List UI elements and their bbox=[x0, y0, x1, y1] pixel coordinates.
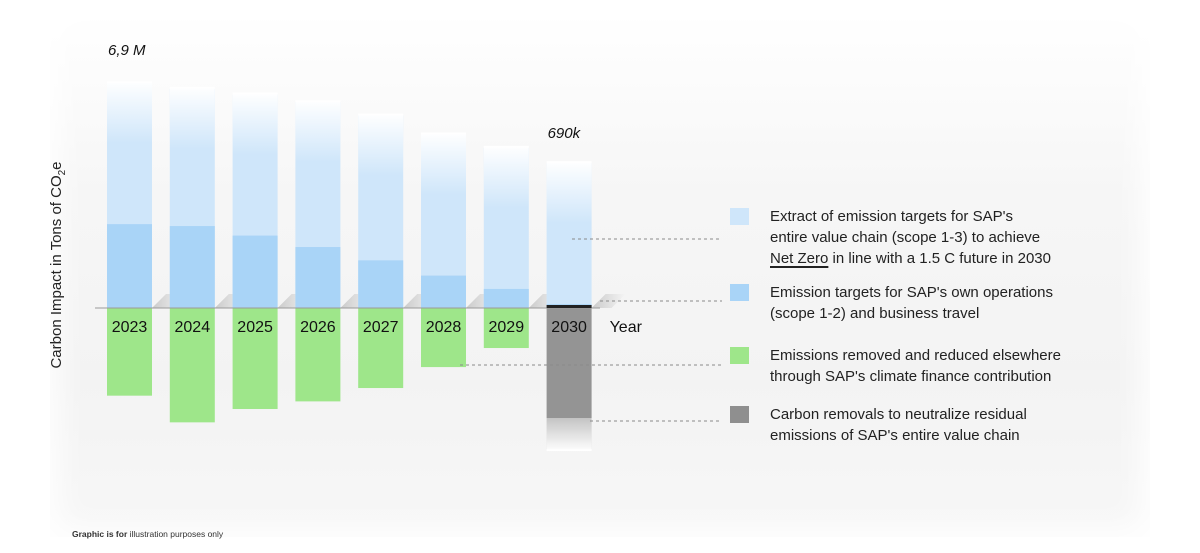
bar-removed-elsewhere bbox=[232, 308, 278, 410]
bar-removed-elsewhere bbox=[107, 308, 152, 396]
legend-item-carbon-removals: Carbon removals to neutralize residual e… bbox=[730, 404, 1027, 446]
bar-2030-baseline-marker bbox=[546, 305, 592, 308]
x-tick-label: 2028 bbox=[426, 319, 462, 336]
bar-own-operations bbox=[169, 226, 215, 308]
bar-fade-top bbox=[107, 81, 152, 144]
legend-line: entire value chain (scope 1-3) to achiev… bbox=[770, 229, 1041, 246]
x-axis-label: Year bbox=[610, 319, 643, 336]
y-axis-label-main: Carbon Impact in Tons of CO bbox=[48, 175, 65, 369]
legend-swatch-removed-elsewhere bbox=[730, 347, 749, 364]
legend-line: in line with a 1.5 C future in 2030 bbox=[828, 250, 1051, 267]
y-axis-label-subscript: 2 bbox=[57, 169, 68, 176]
legend-item-value-chain: Extract of emission targets for SAP's en… bbox=[730, 206, 1051, 269]
bar-carbon-removals bbox=[546, 308, 592, 419]
legend-swatch-own-operations bbox=[730, 284, 749, 301]
x-tick-label: 2024 bbox=[175, 319, 211, 336]
bar-removed-elsewhere bbox=[358, 308, 404, 389]
bar-fade-bottom bbox=[546, 418, 592, 452]
bar-fade-top bbox=[483, 145, 529, 208]
legend-line: Carbon removals to neutralize residual bbox=[770, 406, 1027, 423]
legend-line: Extract of emission targets for SAP's bbox=[770, 208, 1013, 225]
legend-line: Emissions removed and reduced elsewhere bbox=[770, 347, 1061, 364]
x-tick-label: 2029 bbox=[489, 319, 525, 336]
bar-fade-top bbox=[169, 86, 215, 149]
footnote-rest: illustration purposes only bbox=[127, 529, 224, 539]
legend-line: emissions of SAP's entire value chain bbox=[770, 427, 1020, 444]
bar-own-operations bbox=[107, 224, 152, 308]
legend-line: (scope 1-2) and business travel bbox=[770, 305, 980, 322]
footnote-bold: Graphic is for bbox=[72, 529, 128, 539]
x-tick-label: 2027 bbox=[363, 319, 399, 336]
legend-line: through SAP's climate finance contributi… bbox=[770, 368, 1052, 385]
x-tick-label: 2026 bbox=[300, 319, 336, 336]
bar-fade-top bbox=[421, 132, 466, 195]
legend-swatch-carbon-removals bbox=[730, 406, 749, 423]
data-annotation: 6,9 M bbox=[108, 42, 146, 59]
y-axis-label-end: e bbox=[48, 161, 65, 170]
bar-own-operations bbox=[295, 247, 341, 308]
bar-own-operations bbox=[483, 288, 529, 308]
legend-line: Emission targets for SAP's own operation… bbox=[770, 284, 1053, 301]
legend-item-removed-elsewhere: Emissions removed and reduced elsewhere … bbox=[730, 345, 1061, 387]
legend-swatch-value-chain bbox=[730, 208, 749, 225]
x-tick-label: 2025 bbox=[237, 319, 273, 336]
footnote: Graphic is for illustration purposes onl… bbox=[72, 529, 223, 539]
x-tick-label: 2023 bbox=[112, 319, 148, 336]
bar-removed-elsewhere bbox=[169, 308, 215, 423]
bar-own-operations bbox=[421, 275, 466, 308]
bar-own-operations bbox=[232, 235, 278, 308]
x-tick-label: 2030 bbox=[551, 319, 587, 336]
net-zero-emphasis: Net Zero bbox=[770, 250, 829, 267]
legend-item-own-operations: Emission targets for SAP's own operation… bbox=[730, 282, 1053, 324]
data-annotation: 690k bbox=[548, 125, 582, 142]
bar-fade-top bbox=[232, 92, 278, 155]
bar-removed-elsewhere bbox=[295, 308, 341, 402]
bar-fade-top bbox=[295, 100, 341, 163]
bar-fade-top bbox=[546, 161, 592, 224]
bar-removed-elsewhere bbox=[483, 308, 529, 349]
bar-removed-elsewhere bbox=[421, 308, 466, 368]
bar-own-operations bbox=[358, 260, 404, 308]
bar-fade-top bbox=[358, 113, 404, 176]
y-axis-label: Carbon Impact in Tons of CO2e bbox=[48, 85, 68, 445]
